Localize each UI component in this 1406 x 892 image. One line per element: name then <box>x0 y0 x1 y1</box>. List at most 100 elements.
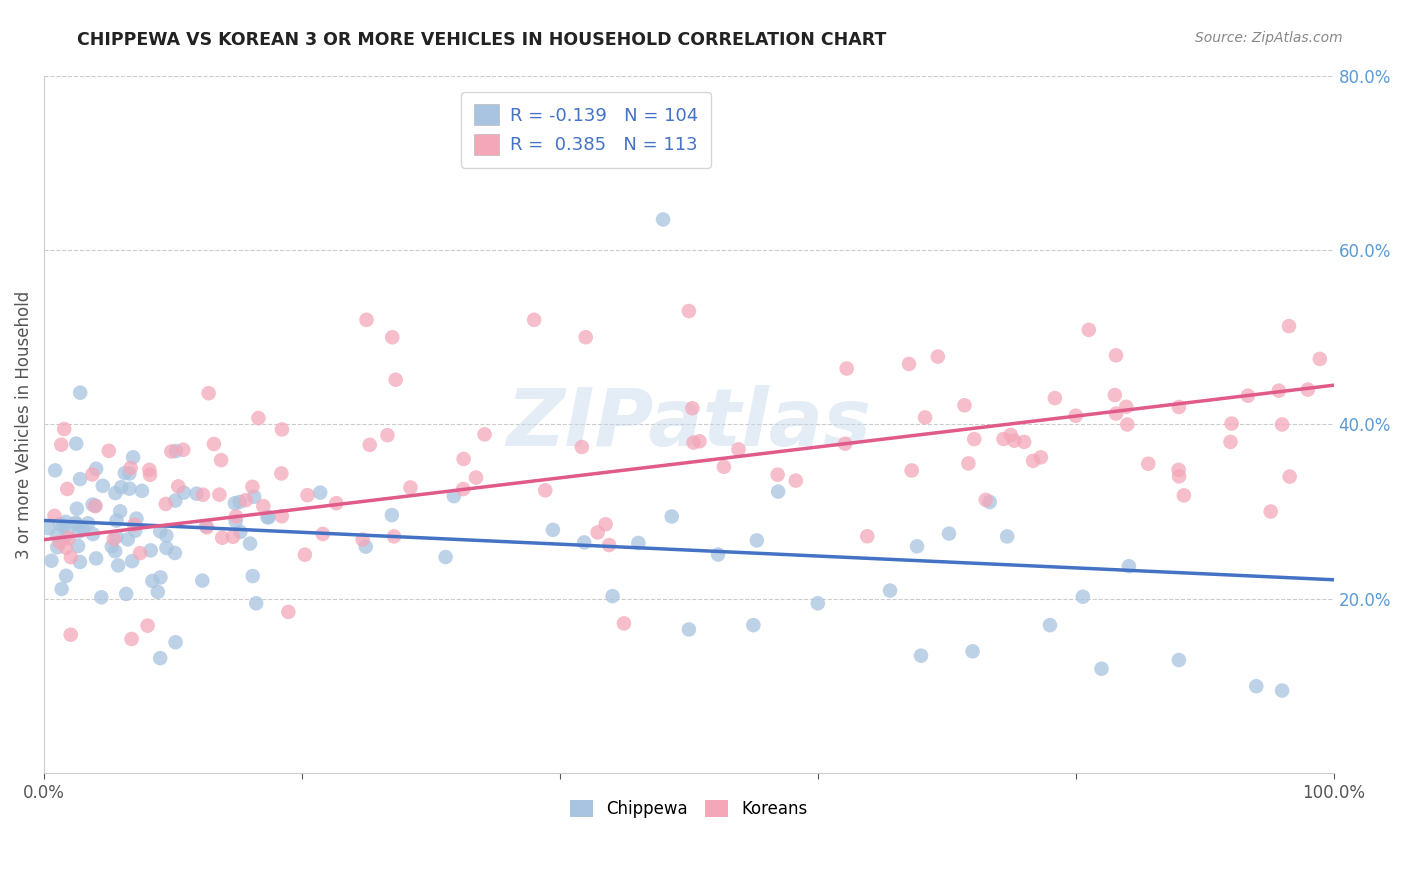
Point <box>58 531 80 545</box>
Point <box>46 540 69 554</box>
Point <box>474 427 496 442</box>
Point <box>208 487 231 501</box>
Point <box>586 525 609 540</box>
Point <box>224 496 246 510</box>
Point <box>661 509 683 524</box>
Point <box>294 548 316 562</box>
Point <box>541 523 564 537</box>
Point <box>114 466 136 480</box>
Point <box>742 618 765 632</box>
Point <box>82 498 104 512</box>
Point <box>914 410 936 425</box>
Point <box>69 385 91 400</box>
Point <box>879 583 901 598</box>
Point <box>82 527 104 541</box>
Point <box>575 330 598 344</box>
Point <box>66 501 89 516</box>
Point <box>141 574 163 588</box>
Point <box>384 373 406 387</box>
Point <box>453 452 475 467</box>
Point <box>160 444 183 458</box>
Point <box>165 635 187 649</box>
Point <box>1260 504 1282 518</box>
Point <box>163 546 186 560</box>
Point <box>104 486 127 500</box>
Point <box>1237 389 1260 403</box>
Point <box>465 470 488 484</box>
Point <box>1278 469 1301 483</box>
Point <box>713 459 735 474</box>
Point <box>399 480 422 494</box>
Text: ZIPatlas: ZIPatlas <box>506 385 872 464</box>
Point <box>125 511 148 525</box>
Point <box>65 517 87 532</box>
Point <box>149 570 172 584</box>
Point <box>167 479 190 493</box>
Point <box>49 517 72 532</box>
Point <box>325 496 347 510</box>
Point <box>101 540 124 554</box>
Point <box>271 422 294 436</box>
Point <box>927 350 949 364</box>
Point <box>195 520 218 534</box>
Point <box>56 527 79 541</box>
Point <box>118 482 141 496</box>
Point <box>155 497 177 511</box>
Point <box>1278 319 1301 334</box>
Point <box>55 515 77 529</box>
Point <box>727 442 749 457</box>
Point <box>209 453 232 467</box>
Text: Source: ZipAtlas.com: Source: ZipAtlas.com <box>1195 31 1343 45</box>
Point <box>165 493 187 508</box>
Point <box>194 519 217 533</box>
Point <box>197 386 219 401</box>
Point <box>1105 407 1128 421</box>
Point <box>118 467 141 481</box>
Point <box>59 628 82 642</box>
Point <box>571 440 593 454</box>
Point <box>191 574 214 588</box>
Point <box>186 486 208 500</box>
Point <box>905 539 928 553</box>
Point <box>963 432 986 446</box>
Point <box>51 582 73 596</box>
Point <box>1116 417 1139 432</box>
Point <box>297 488 319 502</box>
Point <box>352 533 374 547</box>
Point <box>1104 388 1126 402</box>
Point <box>900 463 922 477</box>
Point <box>1167 400 1189 414</box>
Point <box>103 532 125 546</box>
Point <box>1105 348 1128 362</box>
Point <box>613 616 636 631</box>
Point <box>1246 679 1268 693</box>
Point <box>359 438 381 452</box>
Point <box>225 515 247 529</box>
Point <box>681 401 703 416</box>
Point <box>44 508 66 523</box>
Point <box>1220 417 1243 431</box>
Y-axis label: 3 or more Vehicles in Household: 3 or more Vehicles in Household <box>15 291 32 558</box>
Point <box>97 443 120 458</box>
Point <box>1029 450 1052 465</box>
Point <box>84 499 107 513</box>
Point <box>1115 400 1137 414</box>
Point <box>1022 454 1045 468</box>
Point <box>191 488 214 502</box>
Point <box>69 555 91 569</box>
Point <box>381 508 404 522</box>
Point <box>678 623 700 637</box>
Point <box>523 313 546 327</box>
Point <box>105 514 128 528</box>
Point <box>277 605 299 619</box>
Point <box>1064 409 1087 423</box>
Point <box>110 480 132 494</box>
Point <box>1043 391 1066 405</box>
Point <box>138 463 160 477</box>
Point <box>979 495 1001 509</box>
Point <box>155 541 177 555</box>
Point <box>910 648 932 663</box>
Point <box>356 313 378 327</box>
Point <box>1268 384 1291 398</box>
Point <box>766 484 789 499</box>
